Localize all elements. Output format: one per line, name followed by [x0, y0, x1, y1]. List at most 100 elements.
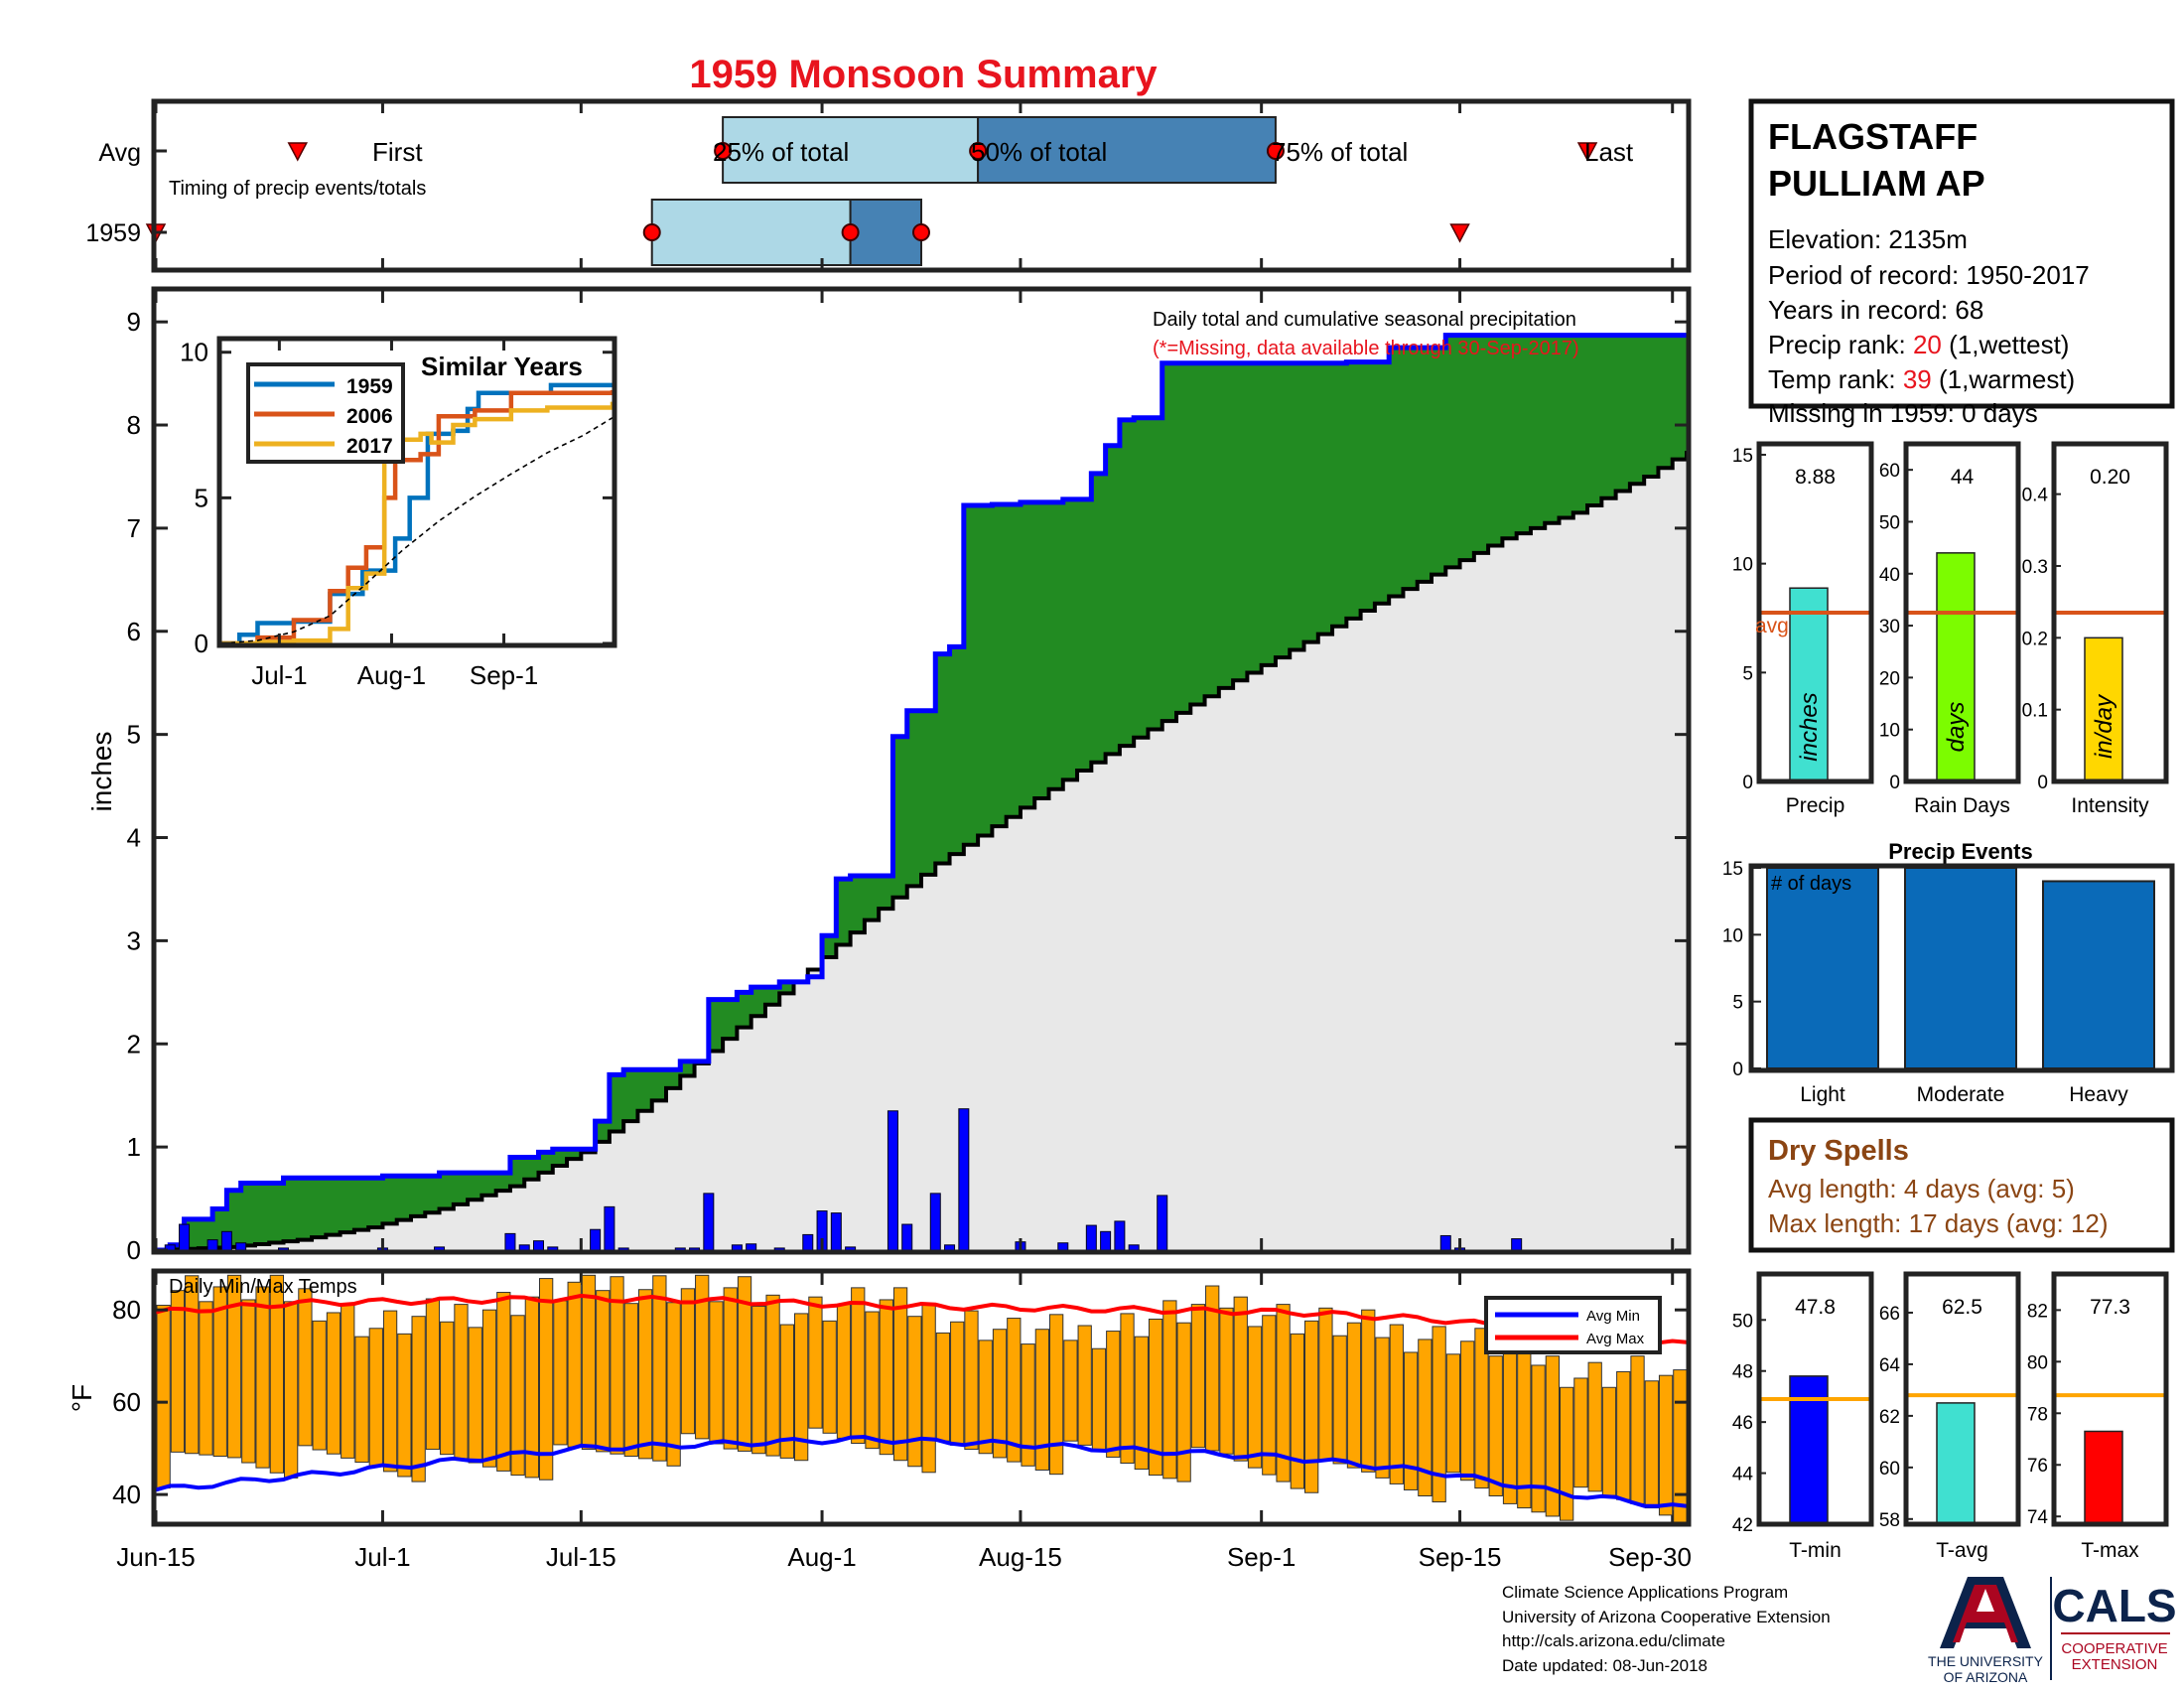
temp-range-bar [1673, 1369, 1688, 1523]
daily-precip-bar [220, 1230, 232, 1251]
main-ytick-label: 3 [127, 925, 141, 955]
temp-range-bar [1318, 1307, 1333, 1461]
temp-range-bar [666, 1302, 681, 1467]
timing-row-label-1959: 1959 [85, 219, 141, 247]
footer-line-program: Climate Science Applications Program [1502, 1583, 1789, 1602]
temp-range-bar [751, 1305, 766, 1455]
temp-range-bar [765, 1294, 780, 1457]
temp-range-bar [1190, 1304, 1206, 1449]
daily-precip-bar [533, 1240, 544, 1251]
temp-range-bar [907, 1316, 922, 1468]
summary-ytick-label: 40 [1879, 565, 1900, 586]
summary-ytick-label: 64 [1879, 1355, 1901, 1376]
temps-chart: 40 60 80 Daily Min/Max Temps °F Avg Min Av… [67, 1268, 1692, 1527]
temps-ytick-label: 80 [112, 1295, 141, 1325]
timing-frame [151, 98, 1692, 273]
timing-label-first: First [372, 137, 423, 167]
temp-range-bar [1276, 1304, 1291, 1482]
temp-range-bar [879, 1299, 893, 1456]
summary-ytick-label: 20 [1879, 668, 1900, 689]
temp-range-bar [496, 1292, 511, 1472]
avg-min-line [155, 1435, 1688, 1508]
temp-range-bar [1332, 1335, 1347, 1465]
daily-precip-bar [179, 1223, 191, 1251]
timing-avg-box-early [722, 116, 980, 184]
precip-events-ytick-label: 0 [1732, 1059, 1743, 1080]
temp-range-bar [524, 1296, 540, 1479]
main-xtick-label: Sep-1 [1227, 1542, 1296, 1572]
temp-range-bar [1007, 1318, 1022, 1463]
dry-spells-avg: Avg length: 4 days (avg: 5) [1768, 1174, 2075, 1203]
timing-1959-75-marker [912, 223, 930, 241]
inset-xtick-label: Aug-1 [357, 660, 426, 690]
daily-precip-bar [504, 1232, 516, 1251]
temp-range-bar [1162, 1300, 1177, 1480]
main-xtick-label: Aug-1 [787, 1542, 856, 1572]
temp-range-bar [1361, 1309, 1376, 1473]
main-xtick-label: Sep-15 [1419, 1542, 1502, 1572]
daily-precip-bar [929, 1193, 941, 1251]
cumulative-1959-line [156, 333, 1690, 1253]
temp-range-bar [199, 1301, 213, 1456]
inset-legend-1959: 1959 [346, 375, 393, 398]
summary-panel-frame [2051, 1271, 2169, 1527]
main-ytick-label: 6 [127, 617, 141, 646]
temp-range-bar [1063, 1340, 1078, 1442]
temp-range-bar [185, 1275, 200, 1455]
temp-range-bar [637, 1289, 653, 1460]
main-missing-note: (*=Missing, data available through 30-Se… [1153, 338, 1579, 359]
summary-ytick-label: 66 [1879, 1304, 1900, 1325]
inset-frame [216, 336, 617, 648]
precip-events-title: Precip Events [1888, 839, 2033, 864]
inset-series-avg [220, 417, 614, 644]
temp-range-bar [1658, 1374, 1674, 1516]
temp-range-bar [1134, 1336, 1149, 1471]
timing-avg-last-marker [1576, 142, 1598, 162]
temp-range-bar [808, 1296, 823, 1429]
summary-value-label: 44 [1951, 466, 1975, 489]
temp-range-bar [1021, 1343, 1035, 1467]
footer-line-url[interactable]: http://cals.arizona.edu/climate [1502, 1631, 1725, 1650]
temp-range-bar [481, 1309, 497, 1468]
daily-precip-bar [1157, 1195, 1168, 1251]
ua-logo: THE UNIVERSITY OF ARIZONA [1928, 1577, 2044, 1685]
summary-ytick-label: 78 [2027, 1404, 2048, 1425]
timing-row-label-avg: Avg [98, 139, 141, 167]
temp-range-bar [723, 1287, 738, 1450]
main-ytick-label: 9 [127, 307, 141, 337]
summary-value-label: 77.3 [2090, 1296, 2130, 1319]
timing-1959-box-late [849, 199, 922, 266]
summary-ytick-label: 0 [1889, 773, 1900, 793]
temp-range-bar [382, 1310, 398, 1473]
temp-range-bar [652, 1275, 667, 1462]
daily-precip-bar [590, 1228, 602, 1251]
inset-ytick-label: 0 [195, 629, 208, 658]
summary-category-label: Intensity [2071, 794, 2149, 817]
temp-range-bar [454, 1304, 469, 1460]
temp-range-bar [1205, 1285, 1220, 1452]
temp-range-bar [1573, 1377, 1588, 1488]
temp-range-bar [368, 1328, 383, 1468]
summary-ytick-label: 30 [1879, 617, 1900, 637]
station-missing: Missing in 1959: 0 days [1768, 398, 2038, 428]
main-ytick-label: 0 [127, 1235, 141, 1265]
main-chart-frame [151, 286, 1692, 1255]
summary-ytick-label: 74 [2027, 1507, 2049, 1528]
temp-range-bar [1091, 1347, 1107, 1452]
summary-category-label: Precip [1786, 794, 1845, 817]
temp-range-bar [1474, 1328, 1489, 1489]
temp-range-bar [411, 1316, 426, 1482]
daily-precip-bar [830, 1212, 842, 1251]
temp-range-bar [680, 1288, 696, 1435]
temps-ylabel: °F [67, 1384, 97, 1412]
temp-range-bar [1389, 1324, 1404, 1484]
summary-ytick-label: 5 [1742, 663, 1753, 684]
temp-range-bar [836, 1304, 852, 1439]
inset-legend: 1959 2006 2017 [246, 362, 405, 464]
summary-unit-label: inches [1796, 692, 1823, 761]
temps-frame [151, 1268, 1692, 1527]
station-precip-rank: Precip rank: 20 (1,wettest) [1768, 330, 2069, 359]
precip-events-bar-heavy [2042, 880, 2155, 1070]
main-xtick-label: Aug-15 [979, 1542, 1062, 1572]
temp-range-bar [610, 1276, 624, 1455]
